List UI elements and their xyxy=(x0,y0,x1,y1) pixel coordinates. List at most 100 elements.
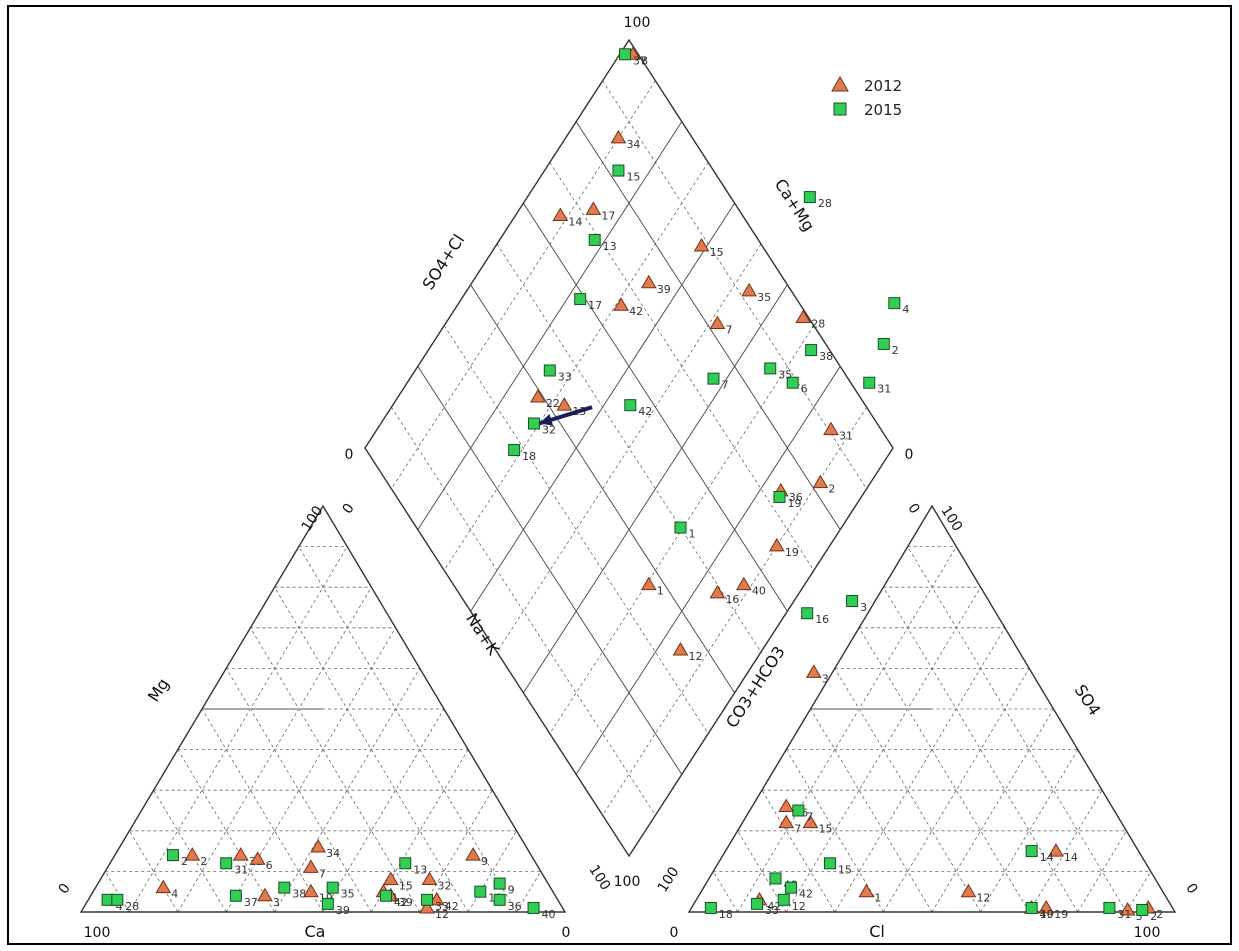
cation-grid-line xyxy=(250,627,421,913)
marker-2012 xyxy=(232,847,249,861)
point-label: 33 xyxy=(765,904,779,917)
point-label: 7 xyxy=(721,379,728,392)
marker-2015 xyxy=(707,372,720,385)
axis-label-so4-cl: SO4+Cl xyxy=(419,231,469,293)
point-label: 38 xyxy=(819,350,833,363)
point-label: 42 xyxy=(799,888,813,901)
point-label: 22 xyxy=(546,397,560,410)
point-label: 12 xyxy=(435,908,449,921)
point-label: 15 xyxy=(819,823,833,836)
diamond-grid-line xyxy=(496,243,762,653)
point-label: 1 xyxy=(688,528,695,541)
marker-2012 xyxy=(249,851,266,865)
axis-label-ca-mg: Ca+Mg xyxy=(771,175,819,234)
tick-anion-left-bottom: 100 xyxy=(655,864,683,895)
marker-2012 xyxy=(960,883,977,898)
marker-2015 xyxy=(777,893,790,906)
axis-label-cl: Cl xyxy=(869,922,885,941)
cation-triangle-outline xyxy=(79,504,567,913)
point-label: 14 xyxy=(568,215,582,228)
point-label: 38 xyxy=(292,888,306,901)
marker-2015 xyxy=(1103,901,1116,914)
marker-2015 xyxy=(612,164,625,177)
point-label: 13 xyxy=(413,863,427,876)
cation-grid-line xyxy=(516,871,542,913)
diamond-grid-line xyxy=(391,406,656,816)
cation-grid-line xyxy=(153,789,227,913)
point-label: 7 xyxy=(319,867,326,880)
marker-2012 xyxy=(735,576,752,591)
point-label: 19 xyxy=(785,546,799,559)
marker-2015 xyxy=(321,897,334,910)
point-label: 12 xyxy=(688,650,702,663)
point-label: 33 xyxy=(558,370,572,383)
point-label: 39 xyxy=(336,904,350,917)
marker-2015 xyxy=(588,233,601,246)
point-label: 19 xyxy=(787,497,801,510)
point-label: 16 xyxy=(815,613,829,626)
point-label: 37 xyxy=(633,54,647,67)
point-label: 18 xyxy=(719,908,733,921)
anion-grid-line xyxy=(980,749,1079,913)
axis-label-na-k: Na+K xyxy=(462,610,503,659)
point-label: 18 xyxy=(522,450,536,463)
marker-2015 xyxy=(543,364,556,377)
point-label: 31 xyxy=(877,383,891,396)
diamond-grid-line xyxy=(417,366,683,775)
marker-2012 xyxy=(1038,899,1055,914)
point-label: 36 xyxy=(508,900,522,913)
point-label: 34 xyxy=(626,138,640,151)
marker-2015 xyxy=(786,376,799,389)
arrow-layer xyxy=(538,405,593,426)
point-label: 1 xyxy=(392,892,399,905)
marker-2015 xyxy=(527,417,540,430)
marker-2012 xyxy=(741,282,757,297)
marker-2015 xyxy=(493,893,506,906)
anion-grid-line xyxy=(785,749,884,913)
point-label: 42 xyxy=(394,896,408,909)
point-label: 4 xyxy=(116,900,123,913)
point-label: 35 xyxy=(757,291,771,304)
tick-anion-top-left: 0 xyxy=(904,501,922,517)
point-label: 32 xyxy=(542,424,556,437)
tick-cation-bottom-right: 0 xyxy=(562,925,571,941)
marker-2012 xyxy=(465,847,481,861)
marker-2015 xyxy=(326,881,339,894)
point-label: 31 xyxy=(1117,908,1131,921)
point-label: 42 xyxy=(445,900,459,913)
figure-frame xyxy=(7,5,1232,945)
axis-label-co3-hco3: CO3+HCO3 xyxy=(722,643,789,732)
marker-2012 xyxy=(556,397,573,411)
point-label: 15 xyxy=(710,246,724,259)
anion-grid-line xyxy=(858,627,1030,913)
tick-anion-right-bottom: 0 xyxy=(1182,881,1200,897)
marker-2015 xyxy=(888,297,901,310)
point-label: 3 xyxy=(1136,910,1143,923)
marker-2015 xyxy=(1136,903,1149,916)
marker-2015 xyxy=(619,48,632,61)
point-label: 28 xyxy=(125,900,139,913)
point-label: 40 xyxy=(542,908,556,921)
marker-2012 xyxy=(585,201,602,215)
diamond-grid-line xyxy=(523,284,788,694)
point-label: 12 xyxy=(792,900,806,913)
point-label: 13 xyxy=(603,240,617,253)
diamond-grid-line xyxy=(575,366,841,775)
point-label: 35 xyxy=(341,888,355,901)
marker-2015 xyxy=(474,885,487,898)
marker-2012 xyxy=(552,207,569,221)
cation-grid-line xyxy=(467,830,517,913)
axis-label-so4: SO4 xyxy=(1071,681,1105,719)
point-label: 42 xyxy=(638,405,652,418)
trend-arrow-head xyxy=(539,413,554,426)
marker-2015 xyxy=(704,901,717,914)
marker-2015 xyxy=(379,889,392,902)
outline-layer xyxy=(79,38,1177,913)
tick-cation-right-bottom: 100 xyxy=(585,862,613,893)
point-label: 19 xyxy=(1040,908,1054,921)
point-label: 37 xyxy=(244,896,258,909)
cation-grid-line xyxy=(177,749,275,913)
legend-marker-2015 xyxy=(833,102,847,116)
marker-2015 xyxy=(823,857,836,870)
